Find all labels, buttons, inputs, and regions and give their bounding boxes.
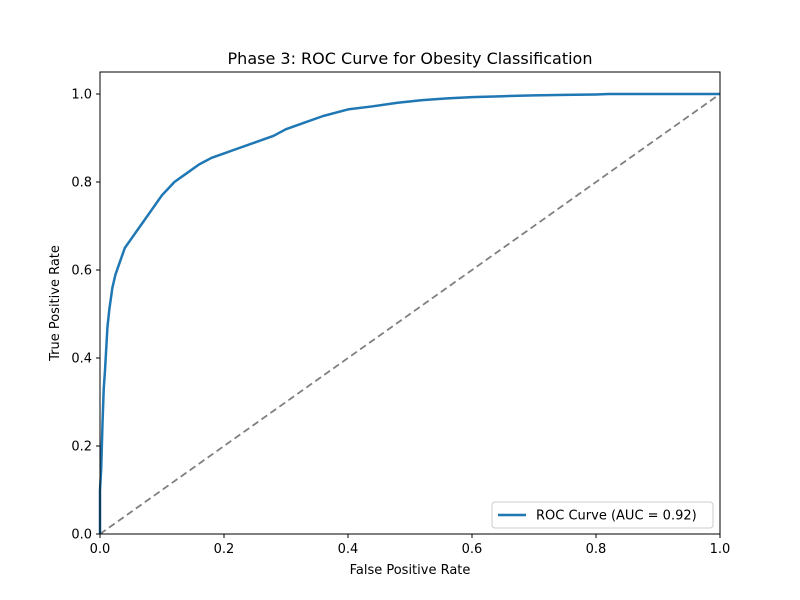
series-layer — [98, 92, 721, 535]
legend-box — [491, 501, 714, 529]
legend: ROC Curve (AUC = 0.92) — [491, 501, 714, 529]
y-tick-label: 0.0 — [71, 528, 92, 543]
legend-label-roc: ROC Curve (AUC = 0.92) — [536, 509, 697, 524]
y-tick-label: 0.6 — [71, 264, 92, 279]
x-tick-label: 0.2 — [214, 542, 235, 557]
ticks-layer: 0.0 0.2 0.4 0.6 0.8 1.0 0.0 0.2 0.4 0.6 0.8 1.0 — [71, 88, 730, 558]
y-tick-label: 0.8 — [71, 176, 92, 191]
roc-curve-line — [98, 92, 720, 534]
chance-diagonal-line — [99, 93, 721, 535]
y-axis-label: True Positive Rate — [48, 245, 63, 362]
y-tick-label: 0.2 — [71, 440, 92, 455]
x-tick-label: 0.0 — [90, 542, 111, 557]
x-tick-label: 0.4 — [338, 542, 359, 557]
y-tick-label: 1.0 — [71, 88, 92, 103]
plot-frame — [99, 71, 721, 535]
x-tick-label: 1.0 — [710, 542, 731, 557]
chart-title: Phase 3: ROC Curve for Obesity Classific… — [228, 49, 593, 68]
x-axis-label: False Positive Rate — [350, 563, 471, 578]
x-tick-label: 0.6 — [462, 542, 483, 557]
x-tick-label: 0.8 — [586, 542, 607, 557]
y-tick-label: 0.4 — [71, 352, 92, 367]
